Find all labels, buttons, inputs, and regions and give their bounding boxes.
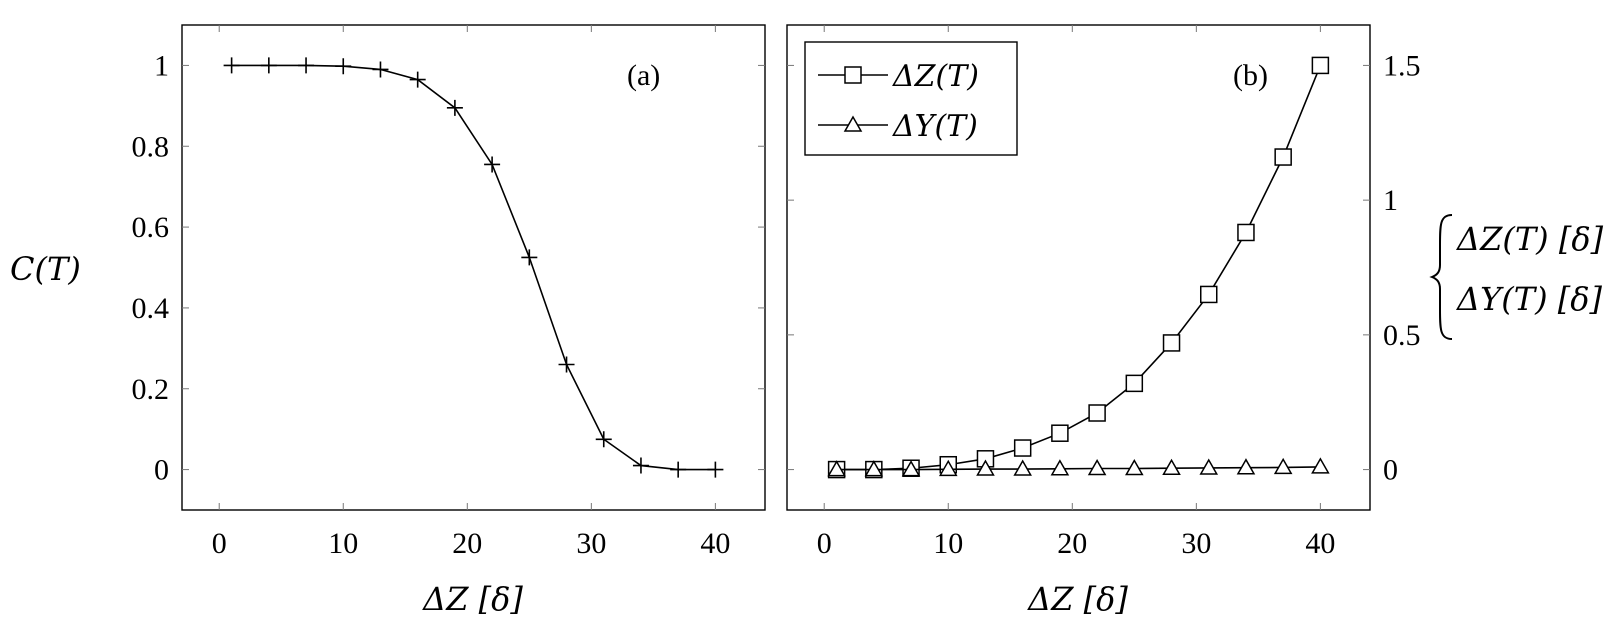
panel-a-ylabel: C(T): [10, 250, 81, 288]
panel-b: 0 10 20 30 40 0 0.5 1 1.5 (b) ΔZ [δ] ΔZ(T) [δ] Δ…: [786, 24, 1604, 618]
series-0-point: [260, 57, 277, 74]
series-0-point: [1311, 56, 1330, 75]
series-1-point: [827, 460, 846, 477]
series-1-point: [1311, 457, 1330, 474]
panel-a-ticks: [182, 25, 765, 510]
panel-a-series: [223, 57, 724, 478]
series-0-point: [1237, 223, 1255, 242]
series-0-point: [484, 156, 501, 173]
x-tick-label: 10: [328, 527, 358, 560]
y-tick-label: 0: [1383, 454, 1398, 487]
series-0-point: [372, 61, 389, 78]
x-tick-label: 30: [1181, 527, 1211, 560]
series-1-point: [1273, 457, 1293, 475]
x-tick-label: 0: [212, 527, 227, 560]
series-1-point: [1199, 458, 1219, 475]
panel-b-ylabel-top: ΔZ(T) [δ]: [1455, 220, 1604, 258]
series-0-point: [446, 99, 463, 116]
series-1-point: [901, 460, 921, 477]
series-0-line: [231, 64, 716, 471]
panel-b-frame: [786, 24, 1371, 511]
x-tick-label: 30: [576, 527, 606, 560]
series-0-point: [1088, 404, 1106, 422]
y-tick-label: 1: [1383, 184, 1398, 217]
y-tick-label: 0.6: [132, 211, 170, 244]
panel-b-series: [827, 56, 1330, 479]
panel-b-tick-labels: 0 10 20 30 40 0 0.5 1 1.5: [817, 49, 1421, 560]
legend-entries: ΔZ(T) ΔY(T): [818, 59, 979, 144]
legend-marker-1: [843, 115, 863, 132]
panel-b-ticks: [787, 25, 1370, 510]
y-tick-label: 0.4: [132, 292, 170, 325]
y-tick-label: 1.5: [1383, 49, 1421, 82]
series-0-point: [558, 356, 575, 373]
series-1-point: [1013, 459, 1032, 476]
series-0-point: [670, 461, 687, 478]
series-1-point: [1050, 459, 1070, 476]
y-tick-label: 0.5: [1383, 319, 1421, 352]
series-0-point: [409, 71, 426, 88]
series-1-point: [976, 459, 995, 476]
series-0-point: [335, 58, 352, 75]
series-1-point: [1236, 458, 1256, 475]
series-0-point: [1051, 424, 1069, 442]
x-tick-label: 20: [1057, 527, 1087, 560]
series-0-point: [1199, 285, 1218, 304]
legend-label-1: ΔY(T): [892, 109, 978, 144]
series-0-point: [1162, 334, 1181, 352]
legend: ΔZ(T) ΔY(T): [804, 41, 1018, 156]
series-0-point: [1013, 439, 1032, 457]
series-1-point: [864, 460, 884, 477]
series-1-line: [836, 466, 1321, 471]
series-0-point: [707, 461, 724, 478]
x-tick-label: 40: [1305, 527, 1335, 560]
panel-a-tick-labels: 0 10 20 30 40 0 0.2 0.4 0.6 0.8 1: [132, 49, 731, 560]
series-1-point: [1087, 458, 1107, 476]
x-tick-label: 10: [933, 527, 963, 560]
y-tick-label: 0: [154, 454, 169, 487]
x-tick-label: 0: [817, 527, 832, 560]
panel-a-frame: [181, 24, 766, 511]
series-0-point: [595, 431, 612, 448]
x-tick-label: 20: [452, 527, 482, 560]
y-tick-label: 0.2: [132, 373, 170, 406]
x-tick-label: 40: [700, 527, 730, 560]
y-tick-label: 1: [154, 49, 169, 82]
series-0-point: [298, 57, 315, 74]
legend-marker-0: [844, 66, 862, 84]
y-tick-label: 0.8: [132, 130, 170, 163]
series-0-point: [521, 249, 538, 266]
series-0-point: [1274, 148, 1292, 166]
series-1-point: [938, 459, 958, 477]
panel-a-label: (a): [627, 59, 660, 92]
series-1-point: [1125, 458, 1144, 476]
series-0-point: [632, 457, 649, 474]
panel-b-ylabel-bottom: ΔY(T) [δ]: [1455, 280, 1602, 318]
panel-a: 0 10 20 30 40 0 0.2 0.4 0.6 0.8 1 (a) C(T) ΔZ [δ]: [10, 24, 766, 618]
panel-a-xlabel: ΔZ [δ]: [421, 580, 523, 618]
legend-label-0: ΔZ(T): [892, 59, 979, 94]
panel-b-xlabel: ΔZ [δ]: [1026, 580, 1128, 618]
series-0-point: [223, 57, 240, 74]
series-0-point: [1125, 374, 1144, 393]
panel-b-label: (b): [1233, 59, 1268, 92]
legend-box: [804, 41, 1018, 156]
series-1-point: [1162, 458, 1181, 475]
ylabel-brace: [1429, 214, 1453, 340]
